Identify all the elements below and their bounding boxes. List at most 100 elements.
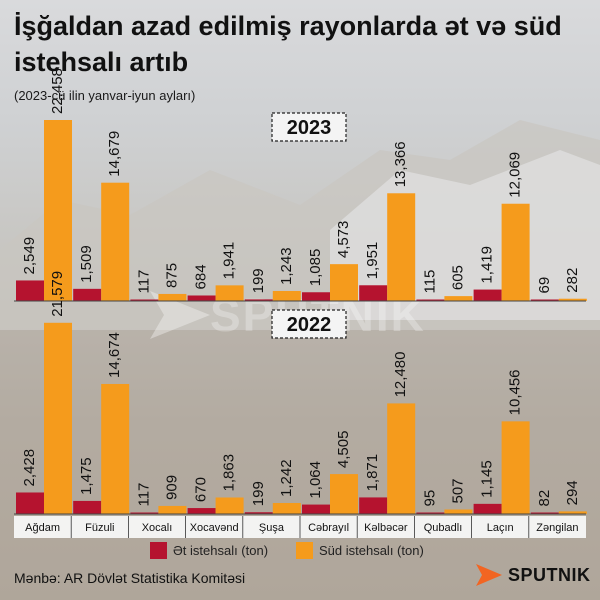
- data-label: 69: [536, 277, 553, 294]
- data-label: 2,428: [21, 449, 38, 487]
- data-label: 507: [449, 478, 466, 503]
- bar: [130, 299, 159, 301]
- data-label: 1,871: [364, 454, 381, 492]
- data-label: 22,458: [49, 68, 66, 114]
- legend-milk-label: Süd istehsalı (ton): [319, 543, 424, 558]
- year-label: 2023: [287, 117, 332, 139]
- category-label: Cəbrayıl: [308, 522, 349, 534]
- data-label: 21,579: [49, 271, 66, 317]
- bar: [302, 292, 330, 301]
- data-label: 1,509: [78, 245, 95, 283]
- data-label: 115: [421, 270, 438, 294]
- data-label: 1,085: [307, 249, 324, 287]
- data-label: 199: [250, 268, 267, 293]
- data-label: 117: [135, 270, 152, 294]
- category-label: Xocalı: [142, 522, 173, 534]
- year-badge: [271, 112, 347, 142]
- data-label: 13,366: [392, 141, 409, 187]
- bar: [215, 497, 244, 514]
- bar: [73, 288, 102, 301]
- category-label: Ağdam: [25, 522, 60, 534]
- chart-subtitle: (2023-cü ilin yanvar-iyun ayları): [14, 88, 196, 103]
- bar: [44, 120, 72, 301]
- source-note: Mənbə: AR Dövlət Statistika Komitəsi: [14, 570, 246, 586]
- bar: [187, 295, 216, 301]
- bar: [44, 322, 72, 514]
- data-label: 1,475: [78, 457, 95, 495]
- bar: [359, 497, 388, 514]
- bar: [158, 505, 187, 514]
- bar: [16, 492, 44, 514]
- data-label: 282: [564, 268, 581, 293]
- data-label: 1,419: [479, 246, 496, 284]
- brand-name: SPUTNIK: [508, 564, 591, 585]
- data-label: 1,242: [278, 459, 295, 497]
- legend-meat-swatch: [150, 542, 167, 559]
- chart-title: İşğaldan azad edilmiş rayonlarda ət və s…: [14, 11, 562, 77]
- category-label: Qubadlı: [424, 522, 463, 534]
- data-label: 95: [421, 490, 438, 507]
- data-label: 117: [135, 483, 152, 507]
- data-label: 199: [250, 481, 267, 506]
- data-label: 1,951: [364, 242, 381, 280]
- bar: [501, 203, 530, 301]
- bar: [387, 193, 416, 301]
- bar: [272, 502, 301, 514]
- bar: [330, 264, 358, 301]
- data-label: 294: [564, 480, 581, 505]
- data-label: 12,069: [507, 152, 524, 198]
- data-label: 1,064: [307, 461, 324, 499]
- bar: [272, 290, 301, 301]
- data-label: 909: [163, 475, 180, 500]
- data-label: 14,674: [106, 332, 123, 378]
- data-label: 10,456: [507, 369, 524, 415]
- bar: [501, 421, 530, 514]
- legend-milk-swatch: [296, 542, 313, 559]
- data-label: 2,549: [21, 237, 38, 275]
- bar: [302, 504, 330, 514]
- bar: [387, 403, 416, 514]
- sputnik-watermark-icon: [150, 291, 210, 339]
- bar: [359, 285, 388, 301]
- bar: [130, 512, 159, 514]
- legend-meat-label: Ət istehsalı (ton): [173, 543, 269, 558]
- year-badge: [271, 309, 347, 339]
- category-label: Xocavənd: [190, 522, 239, 534]
- bar: [244, 512, 273, 514]
- bar: [444, 296, 473, 301]
- year-label: 2022: [287, 314, 332, 336]
- data-label: 684: [193, 264, 210, 289]
- data-label: 1,145: [479, 460, 496, 498]
- bar: [101, 182, 130, 301]
- data-label: 4,505: [335, 431, 352, 469]
- legend-milk: Süd istehsalı (ton): [296, 542, 424, 559]
- data-label: 605: [449, 265, 466, 290]
- bar: [215, 285, 244, 301]
- bar: [244, 299, 273, 301]
- category-label: Füzuli: [85, 522, 114, 534]
- legend-meat: Ət istehsalı (ton): [150, 542, 268, 559]
- bar: [416, 512, 445, 514]
- data-label: 12,480: [392, 352, 409, 398]
- data-label: 1,863: [221, 454, 238, 492]
- bar: [530, 512, 559, 514]
- category-label: Zəngilan: [536, 522, 578, 534]
- data-label: 1,243: [278, 247, 295, 285]
- brand-logo: SPUTNIK: [476, 564, 591, 586]
- category-label: Laçın: [487, 522, 514, 534]
- bar: [330, 474, 358, 514]
- bar: [187, 508, 216, 514]
- bar: [530, 299, 559, 301]
- data-label: 1,941: [221, 242, 238, 280]
- data-label: 14,679: [106, 131, 123, 177]
- bar: [558, 511, 587, 514]
- data-label: 670: [193, 477, 210, 502]
- category-label: Kəlbəcər: [364, 522, 408, 534]
- bar: [73, 500, 102, 514]
- bar: [473, 289, 502, 301]
- data-label: 82: [536, 490, 553, 507]
- bar: [101, 383, 130, 514]
- data-label: 875: [163, 263, 180, 288]
